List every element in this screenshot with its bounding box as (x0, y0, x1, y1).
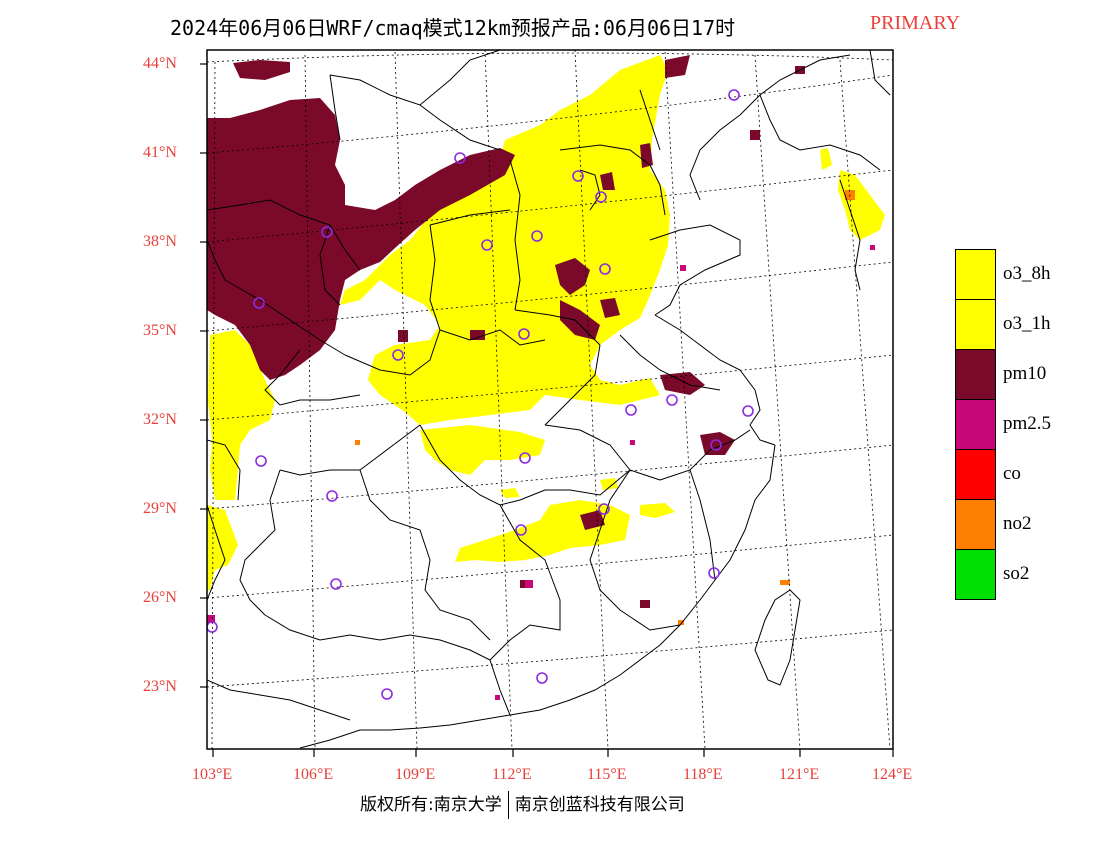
station-markers (207, 89, 754, 700)
legend-swatch (955, 249, 996, 300)
lat-label-32: 32°N (143, 411, 177, 428)
legend-swatch (955, 299, 996, 350)
footer-separator (507, 791, 509, 819)
lon-label-124: 124°E (872, 766, 913, 783)
map-title: 2024年06月06日WRF/cmaq模式12km预报产品:06月06日17时 (170, 16, 736, 40)
lon-label-115: 115°E (587, 766, 627, 783)
graticule (207, 50, 893, 749)
lon-label-112: 112°E (492, 766, 532, 783)
legend-swatch (955, 499, 996, 550)
lat-label-29: 29°N (143, 500, 177, 517)
legend-label: so2 (1003, 563, 1030, 584)
lat-label-41: 41°N (143, 144, 177, 161)
legend-label: pm10 (1003, 363, 1047, 384)
legend-swatch (955, 549, 996, 600)
copyright-right: 南京创蓝科技有限公司 (514, 795, 685, 815)
pm10-region (207, 55, 805, 608)
boundary-lines (207, 50, 891, 749)
lat-label-44: 44°N (143, 55, 177, 72)
lon-label-121: 121°E (779, 766, 820, 783)
lon-label-118: 118°E (683, 766, 723, 783)
lat-label-35: 35°N (143, 322, 177, 339)
map-plot-area (207, 50, 893, 749)
lat-label-38: 38°N (143, 233, 177, 250)
legend-swatch (955, 449, 996, 500)
lat-label-23: 23°N (143, 678, 177, 695)
copyright-footer: 版权所有:南京大学 南京创蓝科技有限公司 (360, 790, 685, 819)
plot-frame (206, 49, 894, 750)
legend-label: pm2.5 (1003, 413, 1052, 434)
copyright-left: 版权所有:南京大学 (360, 795, 502, 815)
legend-swatch (955, 349, 996, 400)
lat-label-26: 26°N (143, 589, 177, 606)
legend-label: co (1003, 463, 1021, 484)
legend-label: no2 (1003, 513, 1032, 534)
pm25-region (207, 245, 875, 700)
tick-marks (200, 63, 894, 757)
legend-label: o3_8h (1003, 263, 1051, 284)
legend-swatch (955, 399, 996, 450)
lon-label-106: 106°E (293, 766, 334, 783)
primary-label: PRIMARY (870, 12, 961, 34)
legend-label: o3_1h (1003, 313, 1051, 334)
lon-label-109: 109°E (395, 766, 436, 783)
lon-label-103: 103°E (192, 766, 233, 783)
